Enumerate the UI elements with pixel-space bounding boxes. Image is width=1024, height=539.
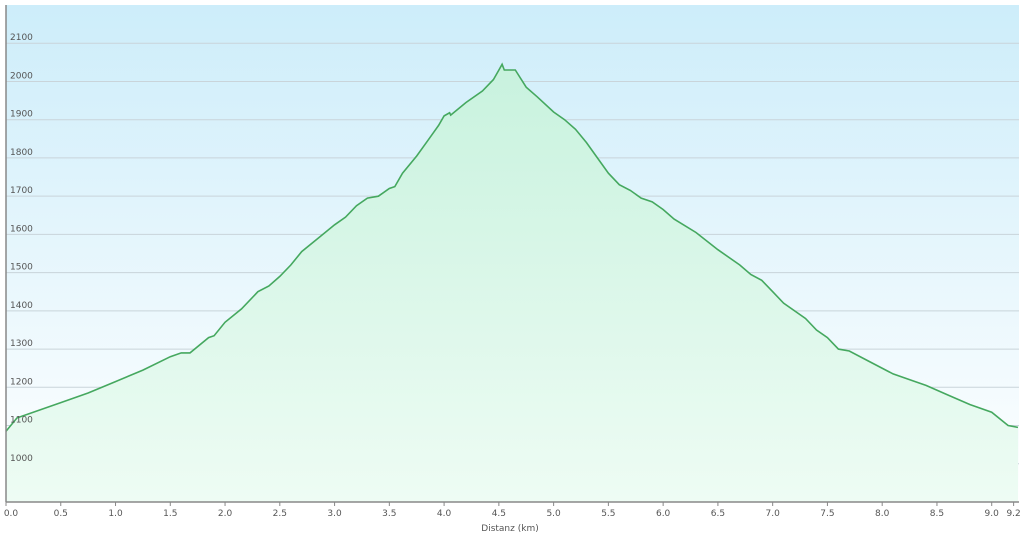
x-tick-label: 2.0 [218,509,233,519]
x-tick-label: 6.0 [656,509,671,519]
axes: 1000 1100 1200 1300 1400 1500 1600 1700 1800 1900… [4,5,1021,519]
y-tick-label: 2000 [10,71,33,81]
x-tick-label: 1.0 [108,509,123,519]
x-tick-label: 7.0 [766,509,781,519]
y-tick-label: 1400 [10,301,33,311]
y-tick-label: 1600 [10,224,33,234]
y-tick-label: 1900 [10,110,33,120]
x-tick-label: 3.0 [327,509,342,519]
x-tick-label: 4.0 [437,509,452,519]
y-tick-label: 1100 [10,416,33,426]
x-tick-label: 7.5 [820,509,834,519]
x-tick-label: 5.5 [601,509,615,519]
y-tick-label: 1700 [10,186,33,196]
x-tick-label: 9.0 [985,509,1000,519]
y-tick-label: 1300 [10,339,33,349]
x-tick-label: 4.5 [492,509,506,519]
x-tick-label: 9.2 [1006,509,1020,519]
y-tick-label: 2100 [10,33,33,43]
y-tick-label: 1000 [10,454,33,464]
y-tick-label: 1500 [10,263,33,273]
x-tick-label: 5.0 [546,509,561,519]
x-axis-label: Distanz (km) [481,524,538,534]
y-tick-label: 1200 [10,377,33,387]
x-tick-label: 0.0 [4,509,19,519]
x-tick-label: 3.5 [382,509,396,519]
x-tick-label: 0.5 [54,509,68,519]
x-tick-label: 2.5 [273,509,287,519]
y-tick-label: 1800 [10,148,33,158]
x-tick-label: 1.5 [163,509,177,519]
x-tick-label: 8.5 [930,509,944,519]
elevation-line [5,62,1019,432]
x-tick-label: 8.0 [875,509,890,519]
x-tick-label: 6.5 [711,509,725,519]
elevation-area [6,64,1018,503]
